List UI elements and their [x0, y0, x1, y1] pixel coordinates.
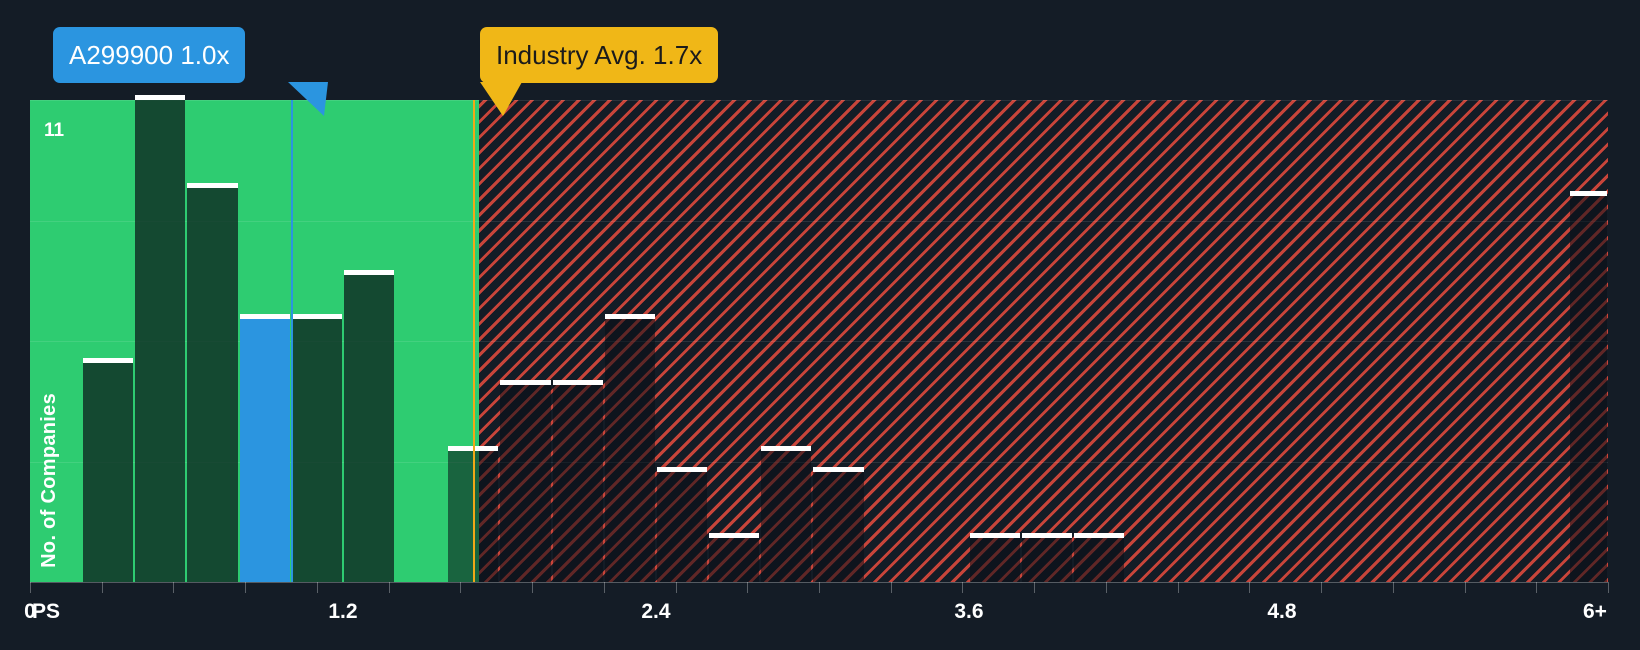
x-tick — [962, 582, 964, 593]
x-tick — [747, 582, 749, 593]
bar-cap — [552, 379, 603, 385]
x-tick — [1034, 582, 1036, 593]
bar-cap — [135, 95, 186, 100]
bar-cap — [291, 314, 342, 320]
histogram-bar[interactable] — [813, 467, 864, 582]
bar-cap — [604, 314, 655, 320]
x-tick — [460, 582, 462, 593]
x-tick-label: 4.8 — [1267, 600, 1297, 623]
histogram-bar[interactable] — [969, 533, 1021, 582]
histogram-bar[interactable] — [1074, 533, 1125, 582]
x-tick — [675, 582, 677, 593]
x-tick — [819, 582, 820, 593]
histogram-bar[interactable] — [709, 533, 760, 582]
bar-cap — [239, 314, 290, 320]
histogram-bar[interactable] — [135, 95, 186, 582]
company-callout-tail — [288, 82, 328, 116]
x-tick — [101, 582, 103, 593]
histogram-bar[interactable] — [500, 379, 551, 582]
x-tick — [30, 582, 31, 593]
bar-cap — [500, 379, 551, 385]
y-axis-title: No. of Companies — [38, 393, 60, 568]
histogram-bar[interactable] — [552, 379, 603, 582]
industry-marker-line — [473, 100, 476, 582]
histogram-bar[interactable] — [1569, 191, 1607, 582]
x-tick — [1464, 582, 1466, 593]
x-tick-label: 0 — [24, 600, 36, 623]
x-tick-label: 6+ — [1582, 600, 1607, 623]
bar-cap — [969, 533, 1021, 539]
gridline-1 — [30, 220, 1608, 222]
y-max-label: 11 — [44, 120, 65, 141]
gridline-0 — [30, 100, 1608, 101]
gridline-3 — [30, 461, 1608, 463]
x-tick-label: 2.4 — [641, 600, 671, 623]
x-tick — [1105, 582, 1107, 593]
industry-callout-tail — [480, 82, 522, 116]
x-tick-label: 3.6 — [954, 600, 984, 623]
company-callout-label: A299900 1.0x — [69, 40, 230, 70]
x-tick — [1249, 582, 1251, 593]
x-tick — [173, 582, 175, 593]
bar-cap — [656, 467, 708, 473]
bar-cap — [83, 357, 134, 363]
histogram-bar[interactable] — [291, 314, 342, 582]
gridline-2 — [30, 341, 1608, 342]
x-tick-label: 1.2 — [328, 600, 358, 623]
company-marker-line — [290, 100, 293, 582]
bar-cap — [187, 182, 238, 188]
x-axis-prefix: PS — [32, 600, 61, 623]
bar-cap — [761, 445, 812, 451]
x-tick — [1321, 582, 1323, 593]
x-axis — [30, 582, 1609, 593]
x-tick — [1608, 582, 1609, 593]
x-tick — [1177, 582, 1179, 593]
histogram-bar[interactable] — [187, 182, 238, 582]
histogram-bar[interactable] — [1022, 533, 1073, 582]
histogram-bar[interactable] — [83, 357, 134, 582]
histogram-bar[interactable] — [604, 314, 655, 582]
bar-cap — [1569, 191, 1607, 197]
bar-cap — [813, 467, 864, 473]
bar-cap — [343, 270, 395, 276]
x-tick — [532, 582, 534, 593]
x-tick — [1392, 582, 1394, 593]
bar-cap — [1074, 533, 1125, 539]
industry-callout[interactable]: Industry Avg. 1.7x — [480, 27, 719, 83]
histogram-bar[interactable] — [656, 467, 708, 582]
industry-callout-label: Industry Avg. 1.7x — [496, 40, 703, 70]
histogram-bar[interactable] — [343, 270, 395, 582]
x-tick — [890, 582, 892, 593]
x-tick — [603, 582, 605, 593]
histogram-bar[interactable] — [761, 445, 812, 582]
x-tick — [245, 582, 247, 593]
bar-cap — [709, 533, 760, 539]
x-tick — [388, 582, 390, 593]
x-tick — [316, 582, 318, 593]
histogram-plot-area — [30, 95, 1608, 582]
x-tick — [1536, 582, 1538, 593]
histogram-bar[interactable] — [239, 314, 290, 582]
company-callout[interactable]: A299900 1.0x — [53, 27, 246, 83]
overvalued-zone — [478, 100, 1608, 582]
bar-cap — [1022, 533, 1073, 539]
